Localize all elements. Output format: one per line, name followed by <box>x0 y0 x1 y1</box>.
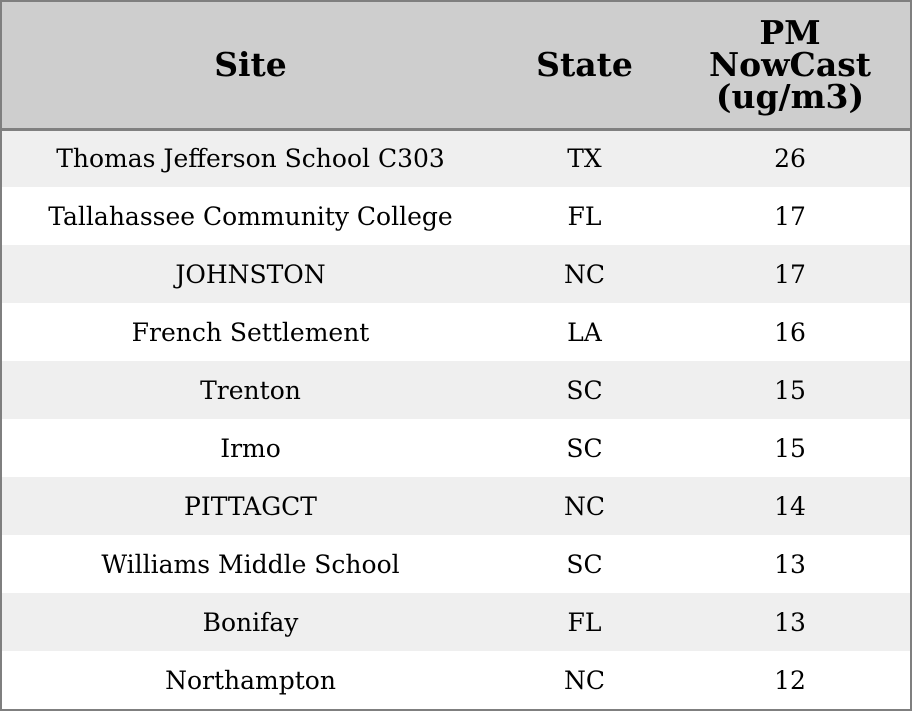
site-cell: Trenton <box>200 375 301 405</box>
header-state-label: State <box>536 44 633 84</box>
pm-value-cell: 13 <box>774 549 806 579</box>
header-site: Site <box>2 2 499 131</box>
header-pm-nowcast: PM NowCast (ug/m3) <box>670 2 910 131</box>
header-pm-nowcast-line-1: PM <box>759 12 821 52</box>
table-row: Tallahassee Community College FL 17 <box>2 187 910 245</box>
state-cell: FL <box>567 201 602 231</box>
site-cell: JOHNSTON <box>175 259 326 289</box>
site-cell: Northampton <box>165 665 336 695</box>
table-row: PITTAGCT NC 14 <box>2 477 910 535</box>
table-row: Northampton NC 12 <box>2 651 910 709</box>
state-cell: SC <box>566 375 603 405</box>
state-cell: SC <box>566 549 603 579</box>
table-row: JOHNSTON NC 17 <box>2 245 910 303</box>
pm-value-cell: 14 <box>774 491 806 521</box>
state-cell: NC <box>563 665 605 695</box>
pm-value-cell: 26 <box>774 144 806 174</box>
table-row: Trenton SC 15 <box>2 361 910 419</box>
pm-value-cell: 15 <box>774 433 806 463</box>
site-cell: French Settlement <box>131 317 370 347</box>
site-cell: Thomas Jefferson School C303 <box>56 144 445 174</box>
pm-value-cell: 12 <box>774 665 806 695</box>
table-row: Irmo SC 15 <box>2 419 910 477</box>
pm-value-cell: 15 <box>774 375 806 405</box>
site-cell: Williams Middle School <box>101 549 400 579</box>
header-row: Site State PM NowCast (ug/m3) <box>2 2 910 131</box>
state-cell: TX <box>567 144 602 174</box>
table-row: Williams Middle School SC 13 <box>2 535 910 593</box>
pm-value-cell: 13 <box>774 607 806 637</box>
state-cell: FL <box>567 607 602 637</box>
state-cell: NC <box>563 259 605 289</box>
state-cell: LA <box>567 317 602 347</box>
state-cell: NC <box>563 491 605 521</box>
site-cell: Bonifay <box>202 607 299 637</box>
table-row: French Settlement LA 16 <box>2 303 910 361</box>
state-cell: SC <box>566 433 603 463</box>
header-site-label: Site <box>214 44 287 84</box>
pm-value-cell: 16 <box>774 317 806 347</box>
pm-value-cell: 17 <box>774 259 806 289</box>
table-row: Bonifay FL 13 <box>2 593 910 651</box>
pm-value-cell: 17 <box>774 201 806 231</box>
table-row: Thomas Jefferson School C303 TX 26 <box>2 129 910 187</box>
site-cell: Irmo <box>220 433 281 463</box>
site-cell: Tallahassee Community College <box>48 201 453 231</box>
table-header: Site State PM NowCast (ug/m3) <box>2 2 910 131</box>
table-body: Thomas Jefferson School C303 TX 26 Talla… <box>2 129 910 709</box>
site-cell: PITTAGCT <box>184 491 317 521</box>
header-pm-nowcast-line-2: NowCast <box>708 44 872 84</box>
header-pm-nowcast-line-3: (ug/m3) <box>715 76 865 116</box>
header-state: State <box>499 2 670 131</box>
